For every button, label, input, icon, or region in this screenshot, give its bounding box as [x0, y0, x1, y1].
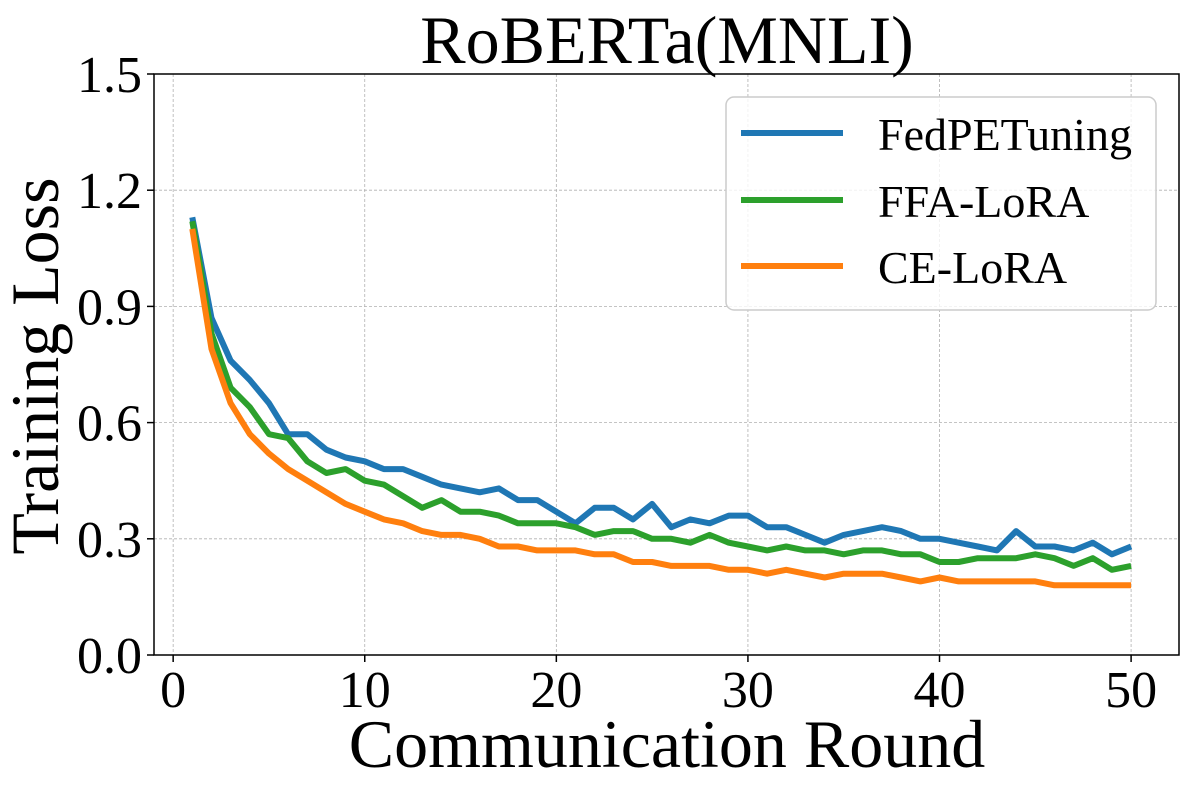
legend: FedPETuning FFA-LoRA CE-LoRA [725, 96, 1157, 311]
legend-frame [725, 96, 1157, 311]
series-line-fedpetuning [189, 216, 1133, 558]
y-tick-label: 1.2 [77, 163, 142, 220]
x-axis-label: Communication Round [349, 706, 986, 782]
x-tick-label: 10 [339, 662, 391, 719]
y-tick-label: 0.6 [77, 396, 142, 453]
axis-ticks: 0 10 20 30 40 50 0.0 0.3 0.6 0.9 1.2 1.5 [77, 47, 1157, 719]
x-tick-label: 0 [160, 662, 186, 719]
y-tick-label: 1.5 [77, 47, 142, 104]
series-line-ffa-lora [189, 220, 1132, 573]
y-tick-label: 0.0 [77, 628, 142, 685]
chart-title: RoBERTa(MNLI) [420, 2, 914, 78]
x-tick-label: 20 [530, 662, 582, 719]
y-tick-label: 0.9 [77, 279, 142, 336]
legend-label-ce-lora: CE-LoRA [878, 242, 1067, 293]
x-tick-label: 30 [722, 662, 774, 719]
legend-label-fedpetuning: FedPETuning [878, 109, 1132, 160]
legend-label-ffa-lora: FFA-LoRA [878, 176, 1089, 227]
x-tick-label: 40 [914, 662, 966, 719]
series-lines [189, 216, 1133, 589]
series-line-ce-lora [189, 228, 1132, 589]
x-tick-label: 50 [1105, 662, 1157, 719]
y-tick-label: 0.3 [77, 512, 142, 569]
y-axis-label: Training Loss [0, 177, 73, 554]
plot-frame [153, 73, 1180, 656]
